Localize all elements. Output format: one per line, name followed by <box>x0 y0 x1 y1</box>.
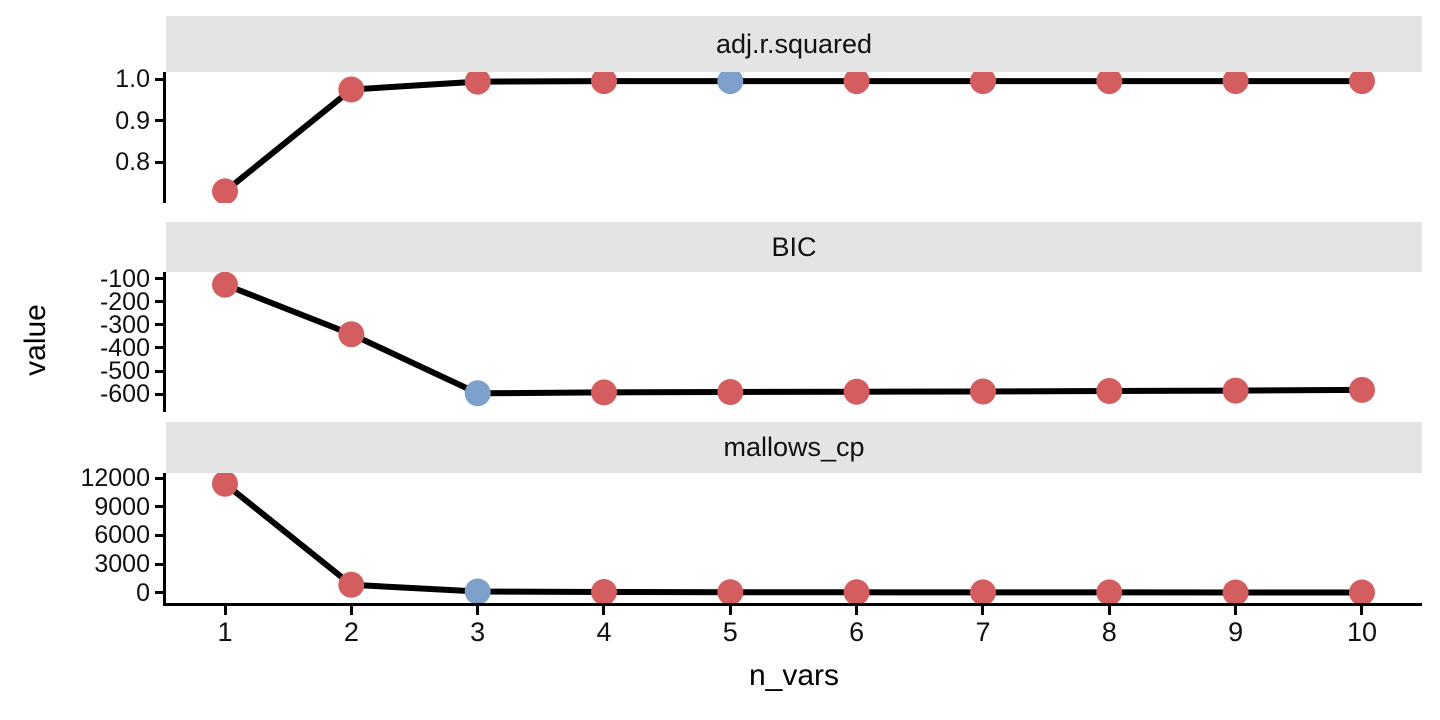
facet-panel <box>166 272 1422 412</box>
y-tick-label: 1.0 <box>115 65 150 94</box>
data-point <box>212 178 238 203</box>
trend-line <box>223 481 1362 596</box>
data-point <box>843 72 870 95</box>
y-tick <box>155 323 163 327</box>
y-tick <box>155 562 163 566</box>
data-point <box>591 72 617 95</box>
data-point <box>717 579 744 603</box>
y-tick <box>155 300 163 304</box>
y-tick-label: 9000 <box>94 492 150 521</box>
y-tick-label: 0.8 <box>115 148 150 177</box>
data-point <box>1349 579 1375 603</box>
trend-line <box>223 281 1363 397</box>
facet-panel <box>166 473 1422 603</box>
x-tick-label: 4 <box>596 617 612 647</box>
facet-strip: mallows_cp <box>166 422 1422 473</box>
y-tick <box>155 277 163 281</box>
x-tick-label: 10 <box>1346 617 1377 647</box>
highlight-point <box>464 578 491 603</box>
facet-strip: BIC <box>166 222 1422 272</box>
facet-title: BIC <box>771 231 817 262</box>
y-tick <box>155 346 163 350</box>
data-point <box>338 76 365 103</box>
highlight-point <box>717 72 744 95</box>
data-point <box>464 72 491 95</box>
x-tick <box>981 606 985 615</box>
x-tick-label: 1 <box>217 617 233 647</box>
data-point <box>1096 72 1123 95</box>
data-point <box>1349 72 1375 95</box>
facet-strip: adj.r.squared <box>166 16 1422 72</box>
facet-title: mallows_cp <box>723 432 865 462</box>
x-tick-label: 7 <box>975 617 991 647</box>
data-point <box>970 579 996 603</box>
y-tick-label: -100 <box>99 264 150 293</box>
data-point <box>1222 377 1249 404</box>
data-point <box>843 579 870 603</box>
data-point <box>1349 376 1375 403</box>
x-tick <box>1360 606 1364 615</box>
highlight-point <box>464 380 491 407</box>
y-tick-label: 12000 <box>80 464 150 492</box>
data-point <box>970 72 996 95</box>
x-tick-label: 3 <box>470 617 486 647</box>
data-point <box>338 321 365 348</box>
data-point <box>1222 579 1249 603</box>
x-tick-label: 8 <box>1101 617 1117 647</box>
x-tick <box>223 606 227 615</box>
y-tick-label: 6000 <box>94 521 150 550</box>
y-axis-line <box>163 272 166 412</box>
data-point <box>591 379 617 406</box>
y-tick-label: 0.9 <box>115 106 150 135</box>
data-point <box>717 379 744 405</box>
x-axis-line <box>163 603 1422 606</box>
data-point <box>1096 579 1123 603</box>
y-axis-line <box>163 473 166 606</box>
x-tick <box>602 606 606 615</box>
facet-plot <box>212 473 1375 603</box>
x-tick-label: 6 <box>849 617 865 647</box>
facet-plot <box>212 272 1375 407</box>
data-point <box>1222 72 1249 95</box>
data-point <box>338 571 365 598</box>
data-point <box>591 579 617 603</box>
data-point <box>843 378 870 405</box>
y-tick-label: -300 <box>99 310 150 339</box>
y-tick <box>155 591 163 595</box>
y-tick-label: -500 <box>99 357 150 385</box>
x-tick-label: 2 <box>343 617 359 647</box>
x-tick <box>855 606 859 615</box>
trend-line <box>223 78 1362 194</box>
facet-panel <box>166 72 1422 203</box>
y-axis-line <box>163 72 166 203</box>
y-tick <box>155 476 163 480</box>
y-tick <box>155 369 163 373</box>
y-tick-label: 0 <box>136 578 150 607</box>
y-tick <box>155 392 163 396</box>
data-point <box>970 378 996 405</box>
y-tick <box>155 77 163 81</box>
x-tick-label: 9 <box>1228 617 1244 647</box>
x-tick-label: 5 <box>722 617 738 647</box>
data-point <box>212 473 238 497</box>
data-point <box>212 272 238 298</box>
y-tick-label: -600 <box>99 380 150 409</box>
x-tick <box>1107 606 1111 615</box>
y-tick-label: 3000 <box>94 550 150 579</box>
x-tick <box>476 606 480 615</box>
y-tick <box>155 160 163 164</box>
facet-plot <box>212 72 1375 203</box>
y-tick-label: -200 <box>99 287 150 316</box>
data-point <box>1096 378 1123 404</box>
y-tick <box>155 505 163 509</box>
x-tick <box>728 606 732 615</box>
x-axis-title: n_vars <box>748 659 840 692</box>
x-tick <box>1234 606 1238 615</box>
facet-title: adj.r.squared <box>715 28 873 59</box>
x-tick <box>349 606 353 615</box>
y-tick <box>155 119 163 123</box>
y-tick <box>155 533 163 537</box>
y-tick-label: -400 <box>99 333 150 362</box>
